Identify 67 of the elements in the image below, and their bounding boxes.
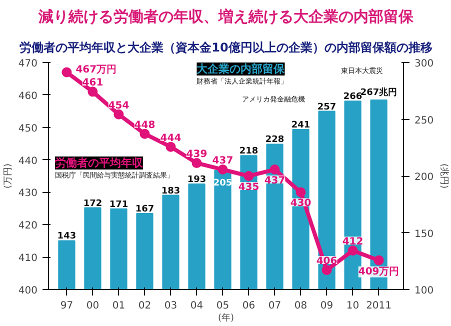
point: [244, 171, 254, 181]
data-label: 454: [108, 100, 130, 112]
data-label: 205: [213, 178, 232, 188]
x-tick-label: 05: [216, 300, 230, 312]
data-label: 183: [161, 186, 180, 196]
x-tick-label: 01: [112, 300, 126, 312]
data-label: 467万円: [76, 64, 117, 76]
y2-tick-label: 200: [414, 172, 434, 183]
y2-axis-title: (兆円): [438, 163, 450, 189]
point: [322, 265, 332, 276]
data-label: 228: [265, 135, 284, 146]
y-tick-label: 470: [18, 58, 38, 70]
y-tick-label: 460: [18, 90, 38, 102]
y-tick-label: 450: [18, 123, 38, 134]
point: [218, 164, 228, 175]
y-tick-label: 430: [18, 188, 38, 200]
x-tick-label: 09: [320, 300, 334, 312]
point: [374, 255, 384, 266]
point: [166, 142, 176, 152]
data-label: 167: [135, 204, 154, 214]
chart-title: 減り続ける労働者の年収、増え続ける大企業の内部留保: [38, 8, 414, 26]
data-label: 409万円: [358, 266, 400, 278]
point: [348, 246, 358, 256]
data-label: 193: [187, 174, 206, 185]
data-label: 172: [83, 198, 102, 209]
data-label: 266: [343, 92, 362, 102]
point: [296, 187, 306, 198]
x-tick-label: 04: [190, 300, 204, 312]
data-label: 143: [57, 232, 76, 242]
x-tick-label: 2011: [366, 300, 392, 312]
point: [270, 164, 280, 175]
y-axis-title: (万円): [3, 163, 14, 189]
x-tick-label: 08: [294, 300, 308, 312]
point: [62, 67, 72, 78]
data-label: 171: [109, 200, 128, 210]
chart-subtitle: 労働者の平均年収と大企業（資本金10億円以上の企業）の内部留保額の推移: [20, 40, 432, 54]
x-tick-label: 06: [242, 300, 256, 312]
series-label: 労働者の平均年収: [55, 156, 144, 170]
x-tick-label: 10: [346, 300, 360, 312]
point: [114, 109, 124, 120]
x-tick-label: 07: [268, 300, 282, 312]
x-tick-label: 03: [164, 300, 178, 312]
y-tick-label: 410: [18, 253, 38, 264]
data-label: 444: [160, 132, 182, 144]
y2-tick-label: 100: [414, 286, 434, 296]
data-label: 257: [317, 102, 336, 112]
data-label: 461: [82, 78, 104, 89]
y2-tick-label: 300: [414, 58, 434, 70]
y2-tick-label: 150: [414, 228, 434, 240]
data-label: 439: [186, 149, 208, 160]
data-label: 218: [239, 146, 258, 157]
y2-tick-label: 250: [414, 115, 434, 126]
data-label: 241: [291, 120, 310, 130]
data-label: 412: [342, 236, 364, 248]
data-label: 448: [134, 120, 156, 131]
x-tick-label: 97: [60, 300, 74, 312]
x-tick-label: 00: [86, 300, 100, 312]
x-axis-title: (年): [218, 312, 234, 324]
y-tick-label: 440: [18, 156, 38, 167]
point: [192, 158, 202, 168]
y-tick-label: 420: [18, 220, 38, 232]
point: [140, 128, 150, 139]
data-label: 437: [212, 156, 234, 167]
point: [88, 86, 98, 97]
x-tick-label: 02: [138, 300, 152, 312]
y-tick-label: 400: [18, 286, 38, 296]
data-label: 430: [290, 198, 312, 210]
